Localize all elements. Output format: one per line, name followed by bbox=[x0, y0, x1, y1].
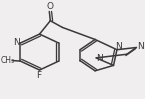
Text: N: N bbox=[137, 42, 144, 51]
Text: O: O bbox=[46, 2, 54, 11]
Text: F: F bbox=[36, 71, 41, 80]
Text: N: N bbox=[13, 38, 20, 47]
Text: CH₃: CH₃ bbox=[0, 56, 14, 65]
Text: N: N bbox=[97, 54, 103, 63]
Text: N: N bbox=[115, 42, 122, 51]
